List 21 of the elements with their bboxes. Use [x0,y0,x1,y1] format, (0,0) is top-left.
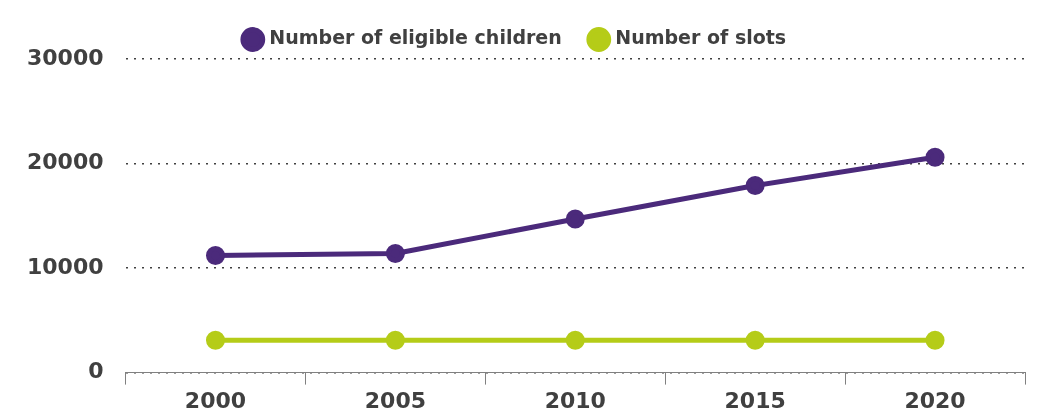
x-tick-label: 2015 [724,387,786,413]
legend-label: Number of eligible children [269,26,562,49]
y-tick-label: 0 [88,358,104,384]
y-tick-label: 30000 [26,44,104,70]
legend-label: Number of slots [615,26,787,49]
point [925,147,945,167]
point [745,175,765,195]
x-tick-label: 2020 [904,387,966,413]
point [385,243,405,263]
y-tick-label: 20000 [26,149,104,175]
y-tick-label: 10000 [26,253,104,279]
point [565,330,585,350]
point [565,209,585,229]
point [925,330,945,350]
point [205,246,225,266]
point [745,330,765,350]
x-tick-label: 2010 [544,387,606,413]
x-tick-label: 2005 [364,387,426,413]
x-tick-label: 2000 [184,387,247,413]
point [385,330,405,350]
point [205,330,225,350]
